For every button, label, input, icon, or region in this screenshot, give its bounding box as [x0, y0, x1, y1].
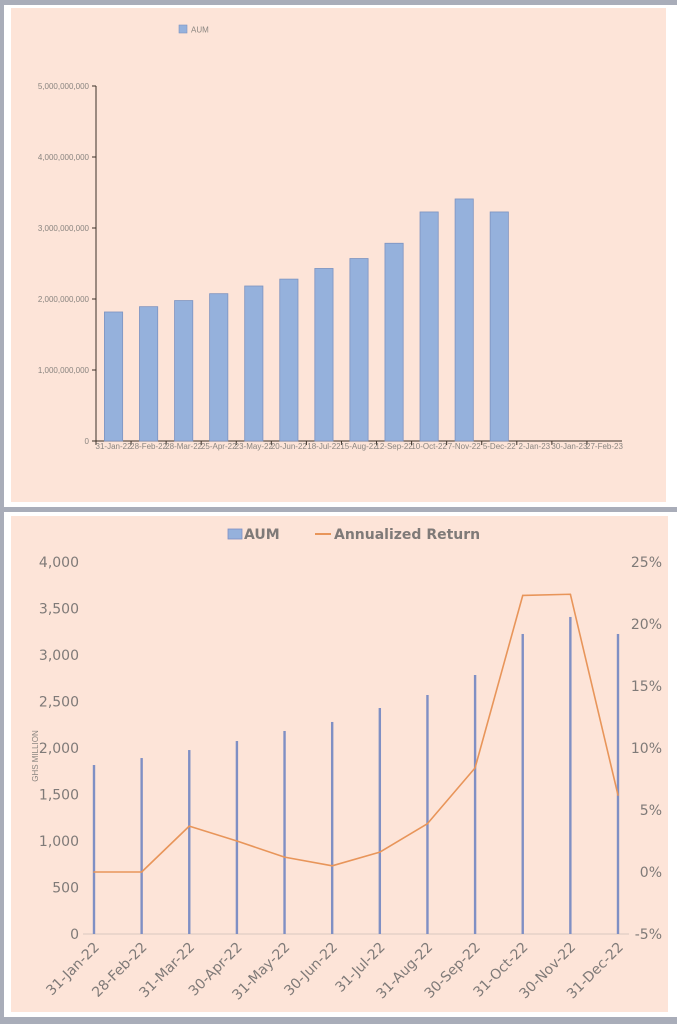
bottom-chart-area: AUM Annualized Return 0 500 1,000 1,500 2,000 2…: [11, 516, 668, 1012]
aum-bar: [616, 633, 620, 934]
y-tick-label: 1,000: [39, 834, 79, 850]
top-chart-area: AUM 0 1,000,000,000 2,000,000,000 3,000,000,…: [11, 8, 666, 502]
y2-tick-label: 15%: [631, 679, 662, 695]
y2-tick-label: 0%: [640, 865, 662, 881]
x-tick-label: 18-Jul-22: [307, 442, 341, 451]
aum-bar: [569, 616, 572, 934]
annualized-return-point: [140, 871, 143, 873]
x-tick-label: 2-Jan-23: [519, 442, 551, 451]
x-tick-label: 5-Dec-22: [483, 442, 516, 451]
x-tick-label: 28-Feb-22: [130, 442, 167, 451]
y-tick-label: 500: [52, 881, 79, 897]
aum-bar: [473, 674, 477, 934]
annualized-return-point: [569, 593, 572, 596]
x-tick-label: 7-Nov-22: [448, 442, 481, 451]
annualized-return-point: [474, 767, 476, 769]
aum-bar: [426, 694, 429, 934]
y-tick-label: 1,000,000,000: [38, 366, 90, 375]
aum-bar: [314, 268, 334, 442]
legend-label-return: Annualized Return: [334, 527, 480, 543]
x-tick-label: 10-Oct-22: [411, 442, 447, 451]
x-tick-label: 25-Apr-22: [201, 442, 237, 451]
y2-tick-label: 20%: [631, 617, 662, 633]
legend-swatch-aum: [178, 24, 188, 34]
x-tick-label: 23-May-22: [235, 442, 274, 451]
aum-bar: [209, 293, 229, 442]
annualized-return-point: [379, 851, 381, 853]
x-tick-label: 15-Aug-22: [340, 442, 378, 451]
aum-bar: [419, 211, 439, 442]
y-tick-label: 5,000,000,000: [38, 82, 90, 91]
annualized-return-point: [188, 825, 191, 827]
annualized-return-line: [94, 593, 619, 873]
y-tick-label: 3,500: [39, 602, 79, 618]
x-tick-label: 30-Jan-23: [551, 442, 588, 451]
aum-bar: [489, 211, 509, 442]
x-tick-label: 12-Sep-22: [375, 442, 413, 451]
y-axis-title: GHS MILLION: [31, 730, 40, 782]
aum-bar: [174, 300, 194, 442]
y2-tick-label: -5%: [635, 927, 662, 943]
aum-bar: [92, 765, 96, 934]
y-tick-label: 2,000: [39, 741, 79, 757]
legend-label-aum: AUM: [191, 26, 209, 35]
aum-bar: [139, 306, 159, 442]
aum-bar: [384, 242, 404, 442]
y-tick-label: 2,500: [39, 695, 79, 711]
aum-bar: [279, 278, 299, 442]
annualized-return-point: [617, 794, 619, 796]
aum-bar: [244, 285, 264, 442]
x-tick-label: 31-Jan-22: [96, 442, 133, 451]
legend-swatch-aum: [227, 528, 243, 540]
aum-bar-chart: AUM 0 1,000,000,000 2,000,000,000 3,000,000,…: [38, 24, 623, 451]
y2-tick-label: 10%: [631, 741, 662, 757]
aum-bar: [235, 741, 239, 934]
y-tick-label: 4,000: [39, 555, 79, 571]
legend-label-aum: AUM: [244, 527, 280, 543]
x-tick-label: 27-Feb-23: [586, 442, 623, 451]
y-tick-label: 3,000: [39, 648, 79, 664]
y2-tick-label: 25%: [631, 555, 662, 571]
y-tick-label: 4,000,000,000: [38, 153, 90, 162]
x-tick-label: 28-Mar-22: [165, 442, 202, 451]
annualized-return-point: [283, 856, 286, 858]
aum-bar: [521, 633, 524, 934]
aum-bar: [188, 750, 191, 934]
aum-bar: [330, 721, 334, 934]
y-tick-label: 1,500: [39, 788, 79, 804]
aum-return-combo-chart: AUM Annualized Return 0 500 1,000 1,500 2,000 2…: [31, 527, 662, 1003]
x-tick-label: 20-Jun-22: [271, 442, 308, 451]
aum-bar: [349, 258, 369, 442]
aum-bar: [283, 730, 286, 934]
y-tick-label: 3,000,000,000: [38, 224, 90, 233]
annualized-return-point: [331, 865, 333, 867]
aum-bar: [104, 311, 124, 442]
annualized-return-point: [426, 822, 429, 825]
annualized-return-point: [521, 594, 524, 597]
y2-tick-label: 5%: [640, 803, 662, 819]
aum-bar: [454, 198, 474, 442]
annualized-return-point: [236, 840, 238, 842]
aum-bar: [378, 708, 382, 934]
y-tick-label: 0: [85, 437, 90, 446]
annualized-return-point: [93, 871, 95, 873]
aum-bar: [140, 758, 143, 934]
y-tick-label: 2,000,000,000: [38, 295, 90, 304]
y-tick-label: 0: [70, 927, 79, 943]
